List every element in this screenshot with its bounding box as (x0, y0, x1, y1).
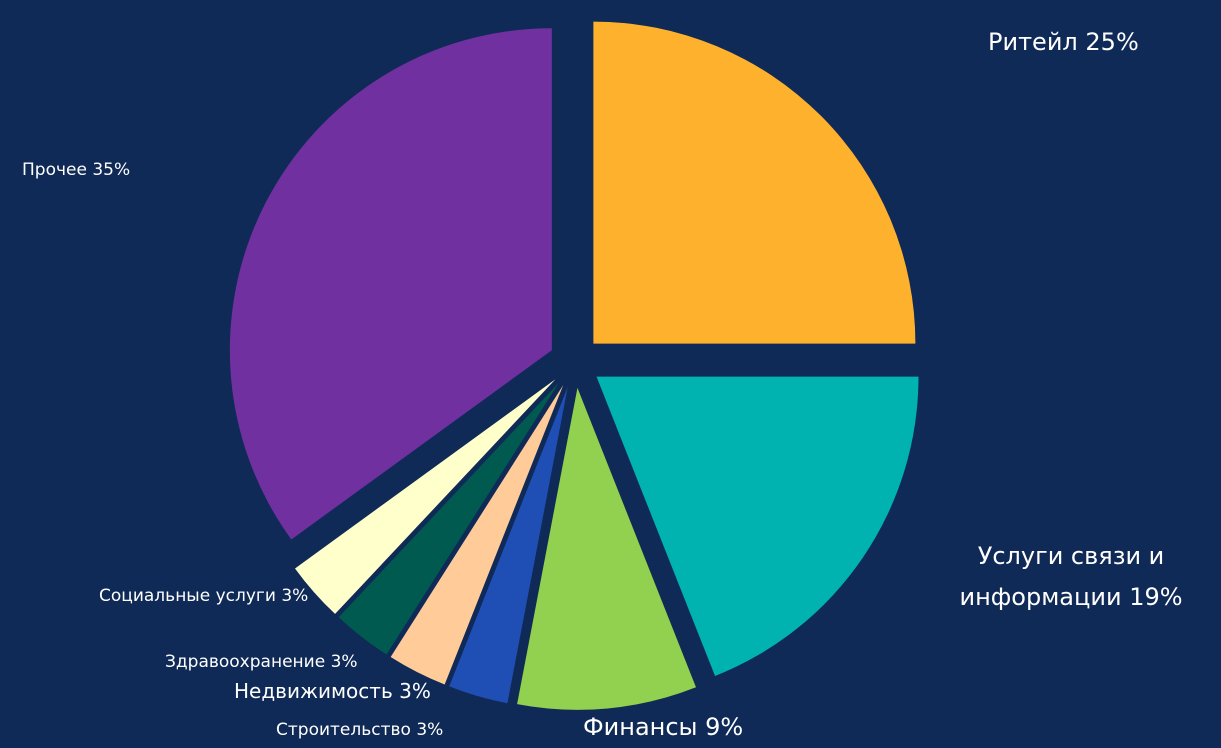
pie-slice (294, 379, 556, 614)
category-label: Недвижимость (234, 679, 393, 703)
slice-label: Строительство 3% (276, 716, 443, 745)
slice-label: Прочее 35% (22, 156, 130, 185)
category-label: Строительство (276, 719, 411, 740)
value-label: 9% (705, 713, 744, 741)
category-label: Здравоохранение (165, 651, 326, 672)
value-label: 35% (92, 159, 131, 180)
pie-slice (390, 385, 564, 685)
value-label: 25% (1085, 27, 1139, 56)
slice-label: Здравоохранение 3% (165, 648, 358, 677)
slice-label: Ритейл 25% (988, 22, 1139, 63)
category-label: Финансы (583, 713, 698, 741)
pie-slice (338, 382, 560, 655)
pie-slice (596, 376, 919, 677)
slice-label: Финансы 9% (583, 707, 743, 748)
slice-label: Недвижимость 3% (234, 674, 431, 708)
value-label: 3% (399, 679, 431, 703)
pie-slice (449, 386, 568, 704)
pie-slice (229, 28, 552, 540)
slice-label: Социальные услуги 3% (99, 582, 308, 611)
category-label: Ритейл (988, 27, 1078, 56)
value-label: 19% (1129, 582, 1183, 611)
category-label: Социальные услуги (99, 585, 276, 606)
category-label: Прочее (22, 159, 87, 180)
pie-slice (593, 21, 916, 344)
pie-slice (517, 387, 696, 710)
category-label: Услуги связи и информации (959, 542, 1165, 611)
value-label: 3% (330, 651, 358, 672)
slice-label: Услуги связи и информации 19% (921, 536, 1221, 618)
value-label: 3% (416, 719, 444, 740)
value-label: 3% (281, 585, 309, 606)
